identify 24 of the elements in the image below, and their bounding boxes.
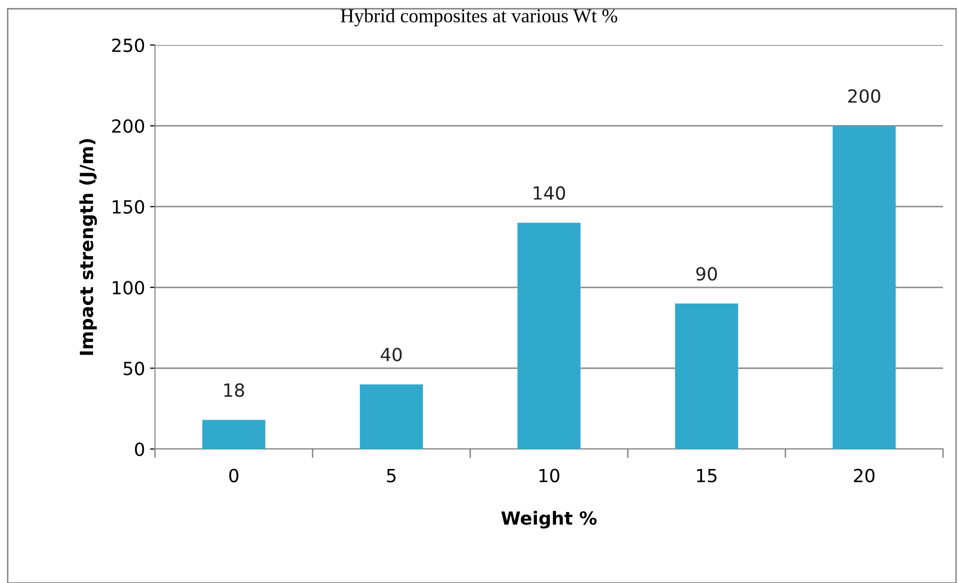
bar [675, 304, 738, 449]
y-tick-label: 150 [112, 200, 144, 214]
y-tick-label: 200 [112, 119, 144, 133]
bar [202, 420, 266, 449]
x-axis-title: Weight % [501, 510, 597, 529]
y-axis-title: Impact strength (J/m) [79, 139, 97, 355]
x-tick-label: 5 [387, 469, 396, 482]
x-tick-label: 20 [854, 468, 874, 482]
x-tick-label: 10 [539, 468, 560, 482]
y-tick-label: 50 [124, 362, 144, 376]
data-label: 90 [696, 266, 717, 281]
y-tick-label: 0 [134, 442, 144, 456]
chart-title: Hybrid composites at various Wt % [340, 8, 618, 26]
data-label: 140 [534, 186, 566, 200]
y-tick-label: 250 [112, 38, 144, 52]
x-tick-label: 15 [697, 469, 717, 482]
data-label: 18 [224, 383, 244, 397]
data-label: 40 [380, 348, 402, 362]
bar [517, 222, 581, 449]
bar [832, 126, 896, 449]
bar [360, 384, 423, 449]
x-tick-label: 0 [229, 468, 238, 482]
y-tick-label: 100 [112, 280, 144, 295]
data-label: 200 [848, 89, 880, 103]
